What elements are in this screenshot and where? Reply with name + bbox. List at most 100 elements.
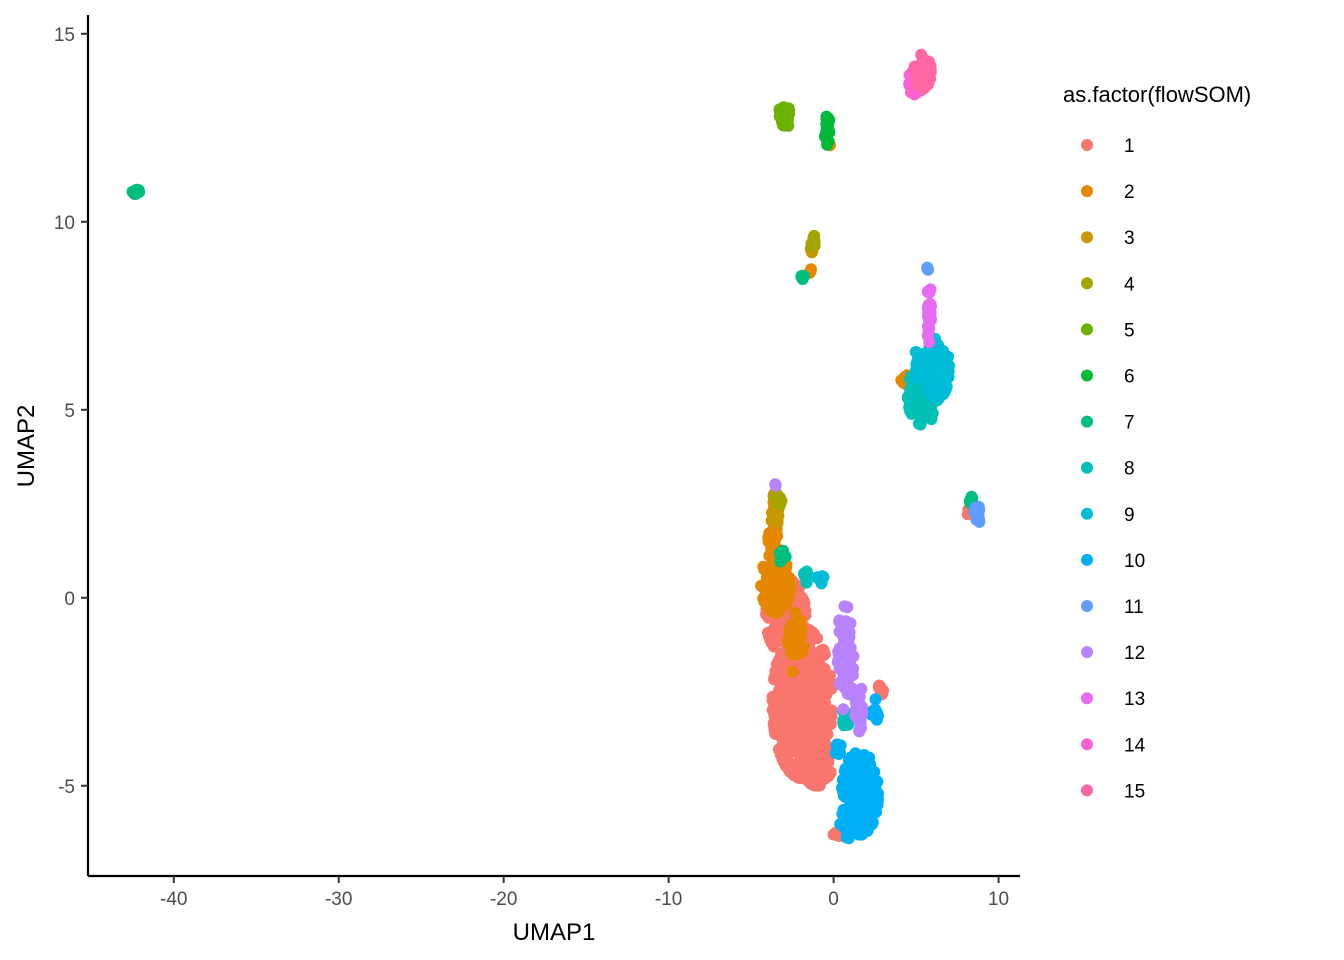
data-point (791, 718, 804, 731)
data-point (769, 528, 782, 540)
data-point (810, 743, 823, 756)
legend-key (1081, 738, 1093, 751)
data-point (931, 363, 944, 376)
data-point (923, 286, 936, 299)
legend-label: 12 (1124, 643, 1145, 664)
data-point (861, 781, 874, 794)
data-point (839, 674, 852, 687)
data-point (829, 747, 842, 759)
y-tick-label: 10 (54, 213, 75, 234)
data-point (772, 618, 785, 631)
data-point (794, 630, 807, 643)
data-point (920, 75, 933, 88)
data-point (769, 479, 782, 492)
data-point (762, 574, 775, 587)
data-point (921, 261, 934, 274)
legend-item: 1 (1081, 136, 1135, 157)
data-point (796, 684, 809, 697)
data-point (766, 584, 779, 597)
legend-item: 15 (1081, 781, 1145, 802)
data-point (842, 782, 855, 795)
series-2 (755, 138, 921, 678)
legend-key (1081, 369, 1093, 382)
legend-key (1081, 277, 1093, 290)
data-point (766, 691, 779, 704)
legend-title: as.factor(flowSOM) (1063, 82, 1251, 107)
data-point (762, 629, 775, 642)
data-point (817, 643, 830, 656)
legend-item: 7 (1081, 413, 1135, 434)
data-point (801, 568, 814, 581)
data-point (970, 503, 983, 516)
legend-key (1081, 784, 1093, 797)
data-point (871, 775, 884, 788)
series-12 (769, 478, 869, 738)
data-point (838, 659, 850, 672)
data-point (809, 667, 822, 680)
data-point (822, 116, 834, 129)
legend-label: 6 (1124, 367, 1135, 388)
legend-key (1081, 553, 1093, 566)
legend-item: 14 (1081, 735, 1146, 756)
data-point (842, 638, 855, 651)
data-point (778, 548, 790, 561)
data-point (929, 391, 941, 404)
data-point (805, 237, 818, 250)
x-axis-title: UMAP1 (513, 919, 596, 946)
data-point (796, 273, 809, 285)
data-point (768, 595, 781, 608)
legend-key (1081, 461, 1093, 474)
legend-label: 4 (1124, 274, 1135, 295)
data-point (847, 819, 860, 832)
x-tick-label: 10 (988, 889, 1009, 910)
legend-label: 13 (1124, 689, 1145, 710)
data-point (773, 729, 786, 742)
data-point (781, 690, 794, 703)
data-point (844, 617, 857, 630)
data-point (850, 770, 863, 783)
data-point (800, 757, 813, 770)
legend-item: 12 (1081, 643, 1145, 664)
legend-label: 7 (1124, 413, 1135, 434)
data-point (775, 660, 788, 673)
legend-label: 1 (1124, 136, 1135, 157)
series-6 (818, 110, 836, 151)
legend-label: 14 (1124, 735, 1146, 756)
data-point (822, 135, 835, 148)
legend-item: 10 (1081, 551, 1145, 572)
legend-item: 4 (1081, 274, 1135, 295)
x-tick-label: -30 (325, 889, 352, 910)
legend-item: 6 (1081, 367, 1135, 388)
legend-label: 5 (1124, 320, 1135, 341)
x-tick-label: -20 (490, 889, 517, 910)
data-point (858, 792, 871, 805)
x-tick-label: -10 (655, 889, 682, 910)
series-5 (773, 101, 796, 132)
legend-key (1081, 231, 1093, 244)
legend-label: 2 (1124, 182, 1135, 203)
legend-item: 3 (1081, 228, 1135, 249)
x-tick-label: -40 (160, 889, 187, 910)
y-axis-title: UMAP2 (13, 405, 40, 488)
data-point (867, 798, 880, 811)
data-point (767, 717, 780, 730)
data-point (919, 402, 932, 415)
data-point (855, 682, 868, 695)
data-point (838, 600, 851, 613)
legend-item: 2 (1081, 182, 1135, 203)
x-tick-label: 0 (828, 889, 839, 910)
data-point (808, 680, 821, 693)
y-tick-label: 15 (54, 25, 75, 46)
data-point (775, 109, 788, 122)
data-point (847, 811, 860, 824)
data-point (815, 577, 828, 590)
data-point (799, 700, 812, 713)
data-point (854, 715, 867, 728)
data-point (835, 625, 848, 638)
data-point (837, 703, 850, 716)
legend-key (1081, 415, 1093, 428)
legend-item: 13 (1081, 689, 1145, 710)
data-point (812, 696, 825, 709)
